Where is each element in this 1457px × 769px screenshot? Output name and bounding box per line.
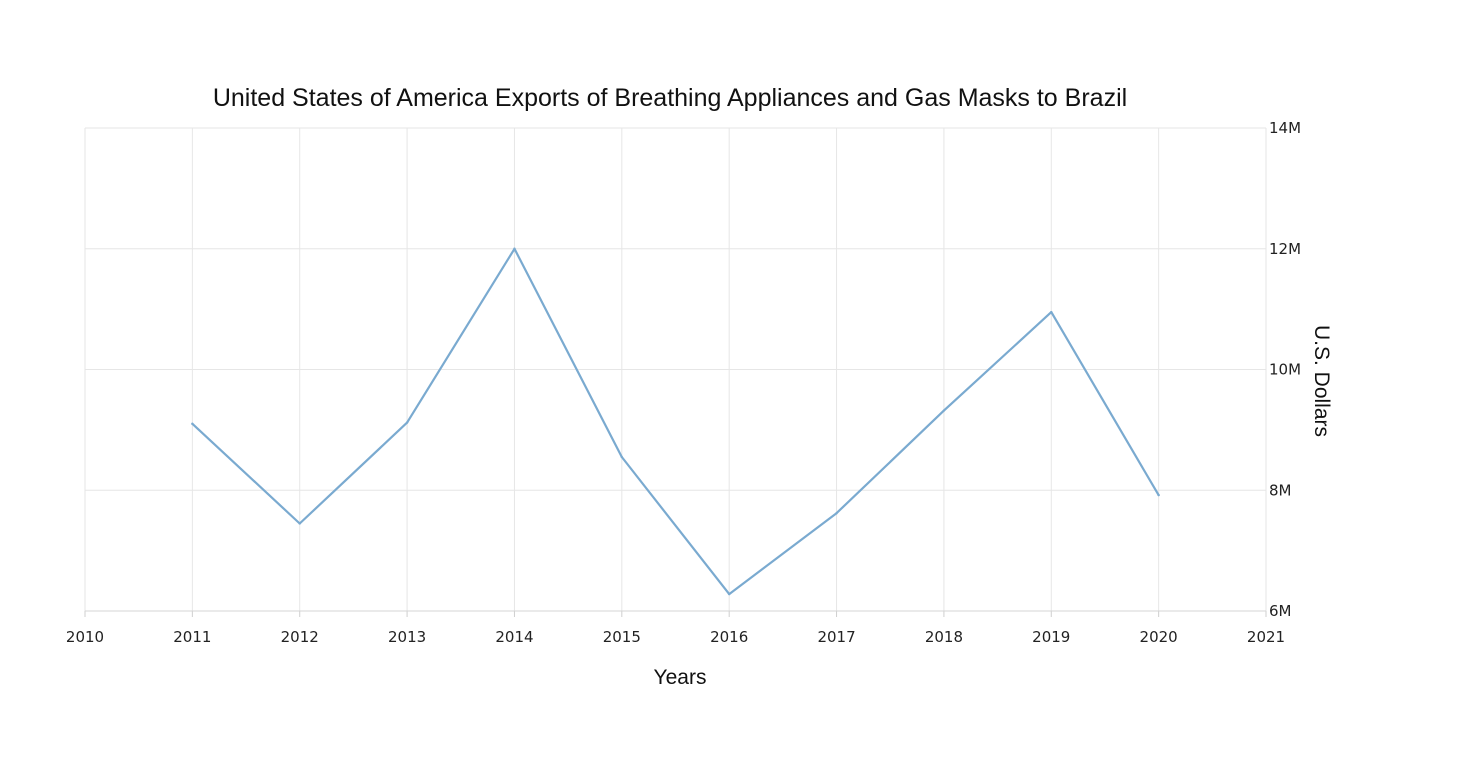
data-point <box>835 511 838 515</box>
x-tick-label: 2019 <box>1032 628 1070 646</box>
y-tick-label: 6M <box>1269 602 1292 620</box>
y-tick-label: 8M <box>1269 481 1292 499</box>
axes <box>84 610 1267 617</box>
x-tick-label: 2015 <box>603 628 641 646</box>
x-tick-label: 2020 <box>1140 628 1178 646</box>
y-tick-label: 14M <box>1269 119 1301 137</box>
data-point <box>191 422 194 426</box>
x-tick-label: 2013 <box>388 628 426 646</box>
x-tick-label: 2012 <box>281 628 319 646</box>
y-axis-title: U.S. Dollars <box>1310 325 1333 437</box>
data-point <box>1050 310 1053 314</box>
x-tick-label: 2016 <box>710 628 748 646</box>
data-point <box>727 592 731 596</box>
series-line <box>191 247 1160 596</box>
x-tick-label: 2017 <box>817 628 855 646</box>
chart-title: United States of America Exports of Brea… <box>212 84 1128 112</box>
x-tick-label: 2018 <box>925 628 963 646</box>
series-layer <box>191 247 1160 596</box>
data-point <box>513 247 516 250</box>
x-axis-title: Years <box>654 666 707 689</box>
data-point <box>942 409 946 412</box>
data-point <box>1157 493 1160 497</box>
x-tick-label: 2014 <box>495 628 533 646</box>
y-tick-label: 12M <box>1269 240 1301 258</box>
x-tick-label: 2010 <box>66 628 104 646</box>
data-point <box>298 522 301 525</box>
y-tick-label: 10M <box>1269 361 1301 379</box>
tick-labels: 2010 2011 2012 2013 2014 2015 2016 2017 2018 2019… <box>66 119 1301 646</box>
grid-lines <box>84 127 1267 612</box>
x-tick-label: 2021 <box>1247 628 1285 646</box>
x-tick-label: 2011 <box>173 628 211 646</box>
data-point <box>620 455 624 459</box>
data-point <box>405 421 409 424</box>
